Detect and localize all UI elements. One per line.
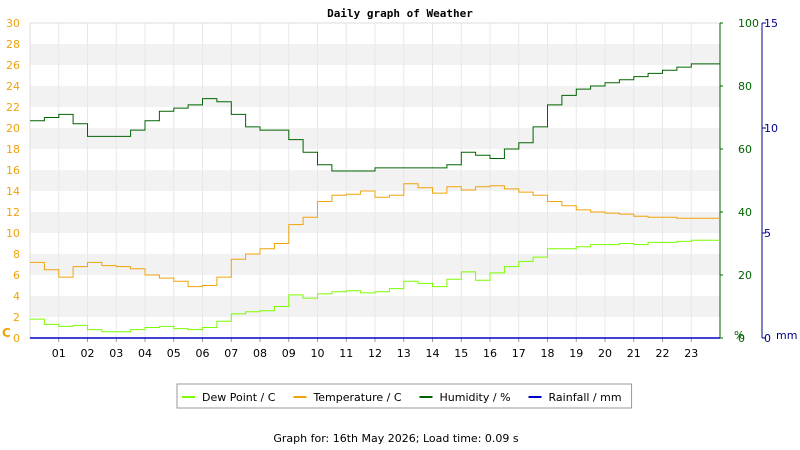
left-tick-label: 16 xyxy=(6,164,20,177)
x-tick-label: 15 xyxy=(454,347,468,360)
rainfall-tick-label: 0 xyxy=(764,332,771,345)
chart-title: Daily graph of Weather xyxy=(327,7,473,20)
left-tick-label: 26 xyxy=(6,59,20,72)
left-tick-label: 24 xyxy=(6,80,20,93)
left-tick-label: 14 xyxy=(6,185,20,198)
humidity-tick-label: 60 xyxy=(738,143,752,156)
left-tick-label: 30 xyxy=(6,17,20,30)
series-line-humidity xyxy=(30,63,720,172)
x-tick-label: 03 xyxy=(109,347,123,360)
x-tick-label: 16 xyxy=(483,347,497,360)
footer-info: Graph for: 16th May 2026; Load time: 0.0… xyxy=(273,432,519,445)
legend-entry-label: Rainfall / mm xyxy=(549,391,622,404)
x-tick-label: 18 xyxy=(541,347,555,360)
left-tick-label: 22 xyxy=(6,101,20,114)
left-tick-label: 6 xyxy=(13,269,20,282)
humidity-tick-label: 80 xyxy=(738,80,752,93)
left-tick-label: 8 xyxy=(13,248,20,261)
humidity-tick-label: 100 xyxy=(738,17,759,30)
x-tick-label: 22 xyxy=(656,347,670,360)
left-axis-label: C xyxy=(2,326,11,340)
rainfall-axis-label: mm xyxy=(776,329,797,342)
rainfall-tick-label: 10 xyxy=(764,122,778,135)
left-tick-label: 2 xyxy=(13,311,20,324)
legend-entry-label: Temperature / C xyxy=(312,391,401,404)
rainfall-axis-ticks: 0 5 10 15 xyxy=(762,17,778,345)
legend-entry-label: Dew Point / C xyxy=(202,391,276,404)
x-tick-label: 23 xyxy=(684,347,698,360)
left-tick-label: 4 xyxy=(13,290,20,303)
x-tick-label: 07 xyxy=(224,347,238,360)
x-tick-label: 08 xyxy=(253,347,267,360)
legend-box xyxy=(176,383,633,409)
x-tick-label: 14 xyxy=(426,347,440,360)
x-tick-label: 20 xyxy=(598,347,612,360)
x-tick-label: 21 xyxy=(627,347,641,360)
left-tick-label: 0 xyxy=(13,332,20,345)
series-line-temperature xyxy=(30,183,720,288)
left-tick-label: 10 xyxy=(6,227,20,240)
rainfall-tick-label: 15 xyxy=(764,17,778,30)
series-lines xyxy=(30,63,720,339)
x-tick-label: 09 xyxy=(282,347,296,360)
legend: Dew Point / C Temperature / C Humidity / %… xyxy=(176,383,633,409)
humidity-axis-ticks: 0 20 40 60 80 100 xyxy=(720,17,759,345)
x-tick-label: 11 xyxy=(339,347,353,360)
rainfall-tick-label: 5 xyxy=(764,227,771,240)
x-tick-label: 19 xyxy=(569,347,583,360)
humidity-tick-label: 20 xyxy=(738,269,752,282)
left-tick-label: 12 xyxy=(6,206,20,219)
humidity-axis-label: % xyxy=(734,329,744,342)
left-tick-label: 28 xyxy=(6,38,20,51)
x-tick-label: 02 xyxy=(81,347,95,360)
humidity-tick-label: 0 xyxy=(738,332,745,345)
x-tick-label: 12 xyxy=(368,347,382,360)
legend-entry-label: Humidity / % xyxy=(440,391,511,404)
x-tick-label: 04 xyxy=(138,347,152,360)
left-tick-label: 18 xyxy=(6,143,20,156)
left-tick-label: 20 xyxy=(6,122,20,135)
x-tick-label: 10 xyxy=(311,347,325,360)
x-axis-ticks: 01 02 03 04 05 06 07 08 09 10 11 12 13 14 15 16 17 18 19 20… xyxy=(52,338,698,360)
x-tick-label: 13 xyxy=(397,347,411,360)
x-tick-label: 06 xyxy=(196,347,210,360)
x-tick-label: 05 xyxy=(167,347,181,360)
series-line-dew xyxy=(30,239,720,333)
humidity-tick-label: 40 xyxy=(738,206,752,219)
x-tick-label: 17 xyxy=(512,347,526,360)
x-tick-label: 01 xyxy=(52,347,66,360)
